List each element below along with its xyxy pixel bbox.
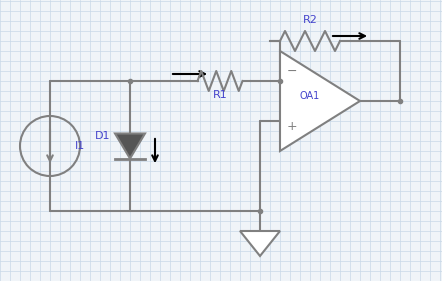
Text: R2: R2 xyxy=(303,15,317,25)
Text: OA1: OA1 xyxy=(300,91,320,101)
Text: D1: D1 xyxy=(95,131,110,141)
Text: −: − xyxy=(287,65,297,78)
Polygon shape xyxy=(280,51,360,151)
Text: +: + xyxy=(287,119,297,133)
Polygon shape xyxy=(240,231,280,256)
Polygon shape xyxy=(115,133,145,158)
Text: R1: R1 xyxy=(213,90,227,100)
Text: I1: I1 xyxy=(75,141,85,151)
